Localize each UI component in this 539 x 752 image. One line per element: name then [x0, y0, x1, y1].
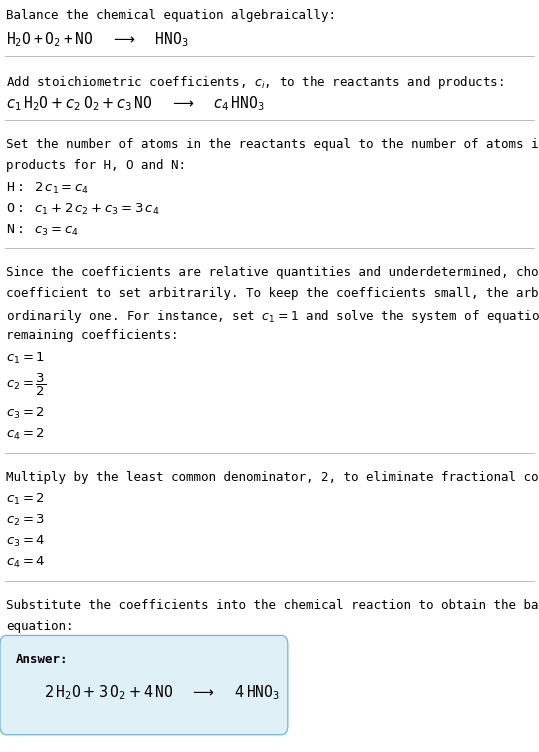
Text: Multiply by the least common denominator, 2, to eliminate fractional coefficient: Multiply by the least common denominator…	[6, 471, 539, 484]
FancyBboxPatch shape	[0, 635, 288, 735]
Text: $c_2 = 3$: $c_2 = 3$	[6, 513, 46, 528]
Text: products for H, O and N:: products for H, O and N:	[6, 159, 186, 172]
Text: Since the coefficients are relative quantities and underdetermined, choose a: Since the coefficients are relative quan…	[6, 266, 539, 279]
Text: Answer:: Answer:	[16, 653, 68, 666]
Text: $c_4 = 4$: $c_4 = 4$	[6, 555, 46, 570]
Text: Set the number of atoms in the reactants equal to the number of atoms in the: Set the number of atoms in the reactants…	[6, 138, 539, 151]
Text: $c_4 = 2$: $c_4 = 2$	[6, 427, 45, 442]
Text: coefficient to set arbitrarily. To keep the coefficients small, the arbitrary va: coefficient to set arbitrarily. To keep …	[6, 287, 539, 300]
Text: Balance the chemical equation algebraically:: Balance the chemical equation algebraica…	[6, 9, 336, 22]
Text: $c_3 = 2$: $c_3 = 2$	[6, 406, 45, 421]
Text: $\mathregular{H:}\;\;  2\,c_1 = c_4$: $\mathregular{H:}\;\; 2\,c_1 = c_4$	[6, 180, 90, 196]
Text: $c_2 = \dfrac{3}{2}$: $c_2 = \dfrac{3}{2}$	[6, 371, 47, 398]
Text: equation:: equation:	[6, 620, 74, 632]
Text: $c_3 = 4$: $c_3 = 4$	[6, 534, 46, 549]
Text: remaining coefficients:: remaining coefficients:	[6, 329, 179, 342]
Text: $\mathregular{O:}\;\;  c_1 + 2\,c_2 + c_3 = 3\,c_4$: $\mathregular{O:}\;\; c_1 + 2\,c_2 + c_3…	[6, 202, 160, 217]
Text: $\mathregular{H_2O + O_2 + NO}$  $\longrightarrow$  $\mathregular{HNO_3}$: $\mathregular{H_2O + O_2 + NO}$ $\longri…	[6, 30, 189, 49]
Text: Add stoichiometric coefficients, $c_i$, to the reactants and products:: Add stoichiometric coefficients, $c_i$, …	[6, 74, 505, 91]
Text: $c_1 = 1$: $c_1 = 1$	[6, 350, 45, 365]
Text: $2\,\mathregular{H_2O} + 3\,\mathregular{O_2} + 4\,\mathregular{NO}$  $\longrigh: $2\,\mathregular{H_2O} + 3\,\mathregular…	[44, 684, 280, 702]
Text: Substitute the coefficients into the chemical reaction to obtain the balanced: Substitute the coefficients into the che…	[6, 599, 539, 611]
Text: $\mathregular{N:}\;\;  c_3 = c_4$: $\mathregular{N:}\;\; c_3 = c_4$	[6, 223, 79, 238]
Text: $c_1 = 2$: $c_1 = 2$	[6, 492, 45, 507]
Text: $c_1\,\mathregular{H_2O} + c_2\,\mathregular{O_2} + c_3\,\mathregular{NO}$  $\lo: $c_1\,\mathregular{H_2O} + c_2\,\mathreg…	[6, 95, 265, 114]
Text: ordinarily one. For instance, set $c_1 = 1$ and solve the system of equations fo: ordinarily one. For instance, set $c_1 =…	[6, 308, 539, 326]
